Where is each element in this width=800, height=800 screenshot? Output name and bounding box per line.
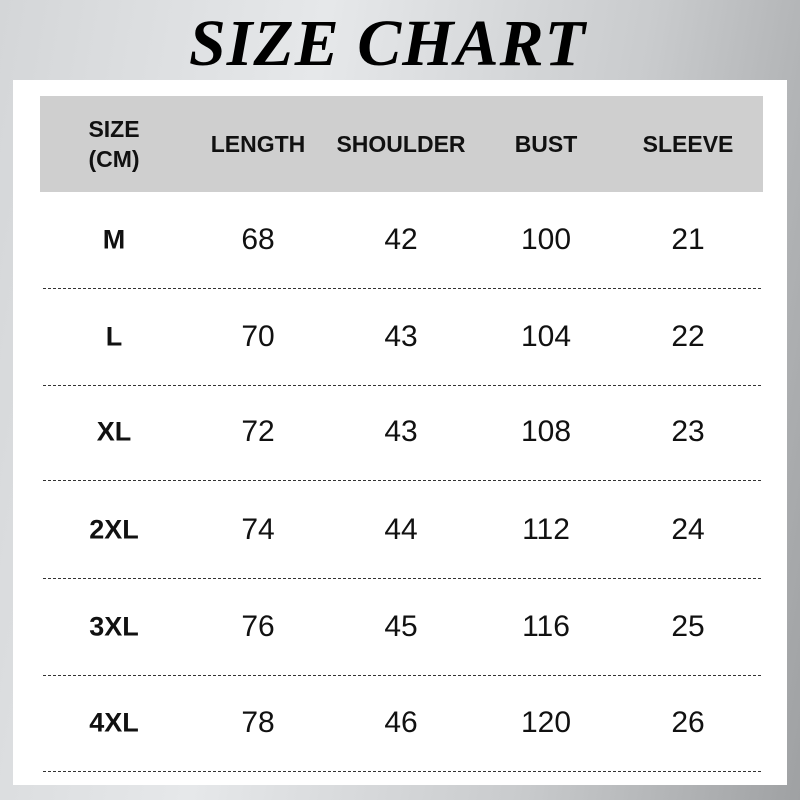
- cell-bust: 108: [520, 415, 572, 448]
- cell-size: 4XL: [89, 707, 139, 738]
- table-row: 2XL 74 44 112 24: [13, 482, 787, 579]
- cell-sleeve: 26: [671, 706, 705, 739]
- cell-shoulder: 44: [384, 513, 418, 546]
- cell-bust: 116: [522, 610, 570, 643]
- cell-length: 70: [241, 320, 275, 353]
- cell-size: L: [105, 321, 123, 352]
- header-length: LENGTH: [210, 131, 306, 157]
- cell-shoulder: 43: [384, 415, 418, 448]
- table-row: L 70 43 104 22: [13, 289, 787, 386]
- row-divider: [43, 480, 761, 481]
- row-divider: [43, 385, 761, 386]
- cell-sleeve: 25: [671, 610, 705, 643]
- cell-sleeve: 22: [671, 320, 705, 353]
- page-title: SIZE CHART: [189, 7, 586, 80]
- cell-size: 3XL: [89, 611, 139, 642]
- cell-shoulder: 42: [384, 223, 418, 256]
- row-divider: [43, 771, 761, 772]
- cell-length: 72: [241, 415, 275, 448]
- row-divider: [43, 288, 761, 289]
- cell-size: 2XL: [89, 514, 139, 545]
- cell-shoulder: 45: [384, 610, 418, 643]
- row-divider: [43, 675, 761, 676]
- header-sleeve: SLEEVE: [642, 131, 734, 157]
- header-size-unit: (CM): [88, 146, 140, 172]
- cell-sleeve: 21: [671, 223, 705, 256]
- cell-size: M: [102, 224, 126, 255]
- header-size: SIZE (CM): [88, 114, 139, 174]
- size-table: SIZE (CM) LENGTH SHOULDER BUST SLEEVE M 6…: [13, 80, 787, 785]
- cell-length: 76: [241, 610, 275, 643]
- table-row: XL 72 43 108 23: [13, 384, 787, 481]
- cell-bust: 104: [520, 320, 572, 353]
- cell-shoulder: 46: [384, 706, 418, 739]
- header-bust: BUST: [514, 131, 578, 157]
- cell-sleeve: 23: [671, 415, 705, 448]
- cell-bust: 112: [522, 513, 570, 546]
- cell-shoulder: 43: [384, 320, 418, 353]
- table-row: 3XL 76 45 116 25: [13, 579, 787, 676]
- cell-length: 68: [241, 223, 275, 256]
- cell-size: XL: [96, 416, 132, 447]
- table-row: M 68 42 100 21: [13, 192, 787, 289]
- header-shoulder: SHOULDER: [336, 131, 466, 157]
- header-size-label: SIZE: [88, 116, 140, 142]
- table-row: 4XL 78 46 120 26: [13, 675, 787, 772]
- cell-length: 74: [241, 513, 275, 546]
- table-header: SIZE (CM) LENGTH SHOULDER BUST SLEEVE: [40, 96, 763, 192]
- row-divider: [43, 578, 761, 579]
- cell-sleeve: 24: [671, 513, 705, 546]
- cell-bust: 120: [520, 706, 572, 739]
- cell-length: 78: [241, 706, 275, 739]
- cell-bust: 100: [520, 223, 572, 256]
